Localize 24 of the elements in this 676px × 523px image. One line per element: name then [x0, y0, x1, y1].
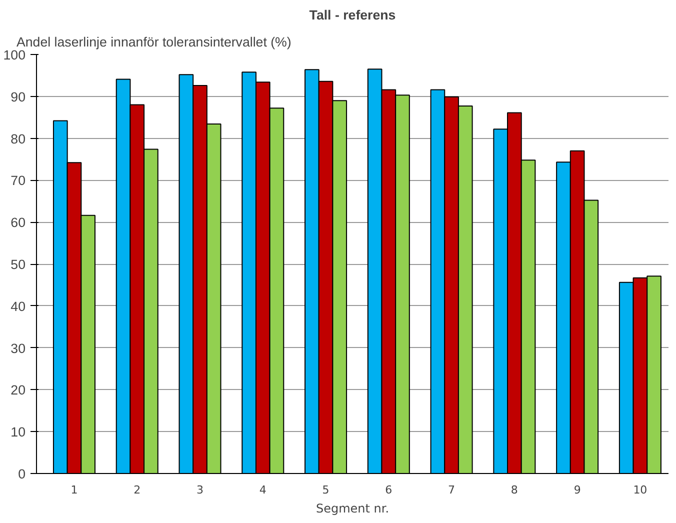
x-tick-label: 4: [259, 484, 266, 496]
x-tick-label: 5: [322, 484, 330, 496]
x-tick-label: 8: [510, 484, 518, 496]
x-axis-title: Segment nr.: [316, 502, 390, 516]
x-tick-label: 6: [385, 484, 392, 496]
y-tick-label: 100: [3, 48, 26, 62]
y-tick-label: 90: [10, 89, 26, 104]
y-tick-label: 80: [10, 131, 26, 146]
y-tick-label: 50: [10, 257, 26, 272]
x-tick-label: 9: [574, 484, 581, 496]
x-tick-label: 3: [196, 484, 204, 496]
y-axis-title: Andel laserlinje innanför toleransintervallet (%): [16, 34, 292, 50]
y-tick-label: 40: [10, 298, 26, 314]
y-tick-label: 0: [18, 466, 26, 482]
y-tick-label: 10: [10, 424, 26, 440]
chart-title: Tall - referens: [309, 8, 396, 22]
y-tick-label: 60: [10, 215, 26, 230]
y-tick-label: 20: [10, 382, 26, 398]
y-tick-label: 30: [10, 340, 26, 356]
x-tick-label: 10: [633, 484, 648, 496]
x-tick-label: 7: [448, 484, 456, 496]
x-tick-label: 1: [70, 484, 78, 496]
x-tick-label: 2: [134, 484, 141, 496]
y-tick-label: 70: [10, 173, 26, 188]
